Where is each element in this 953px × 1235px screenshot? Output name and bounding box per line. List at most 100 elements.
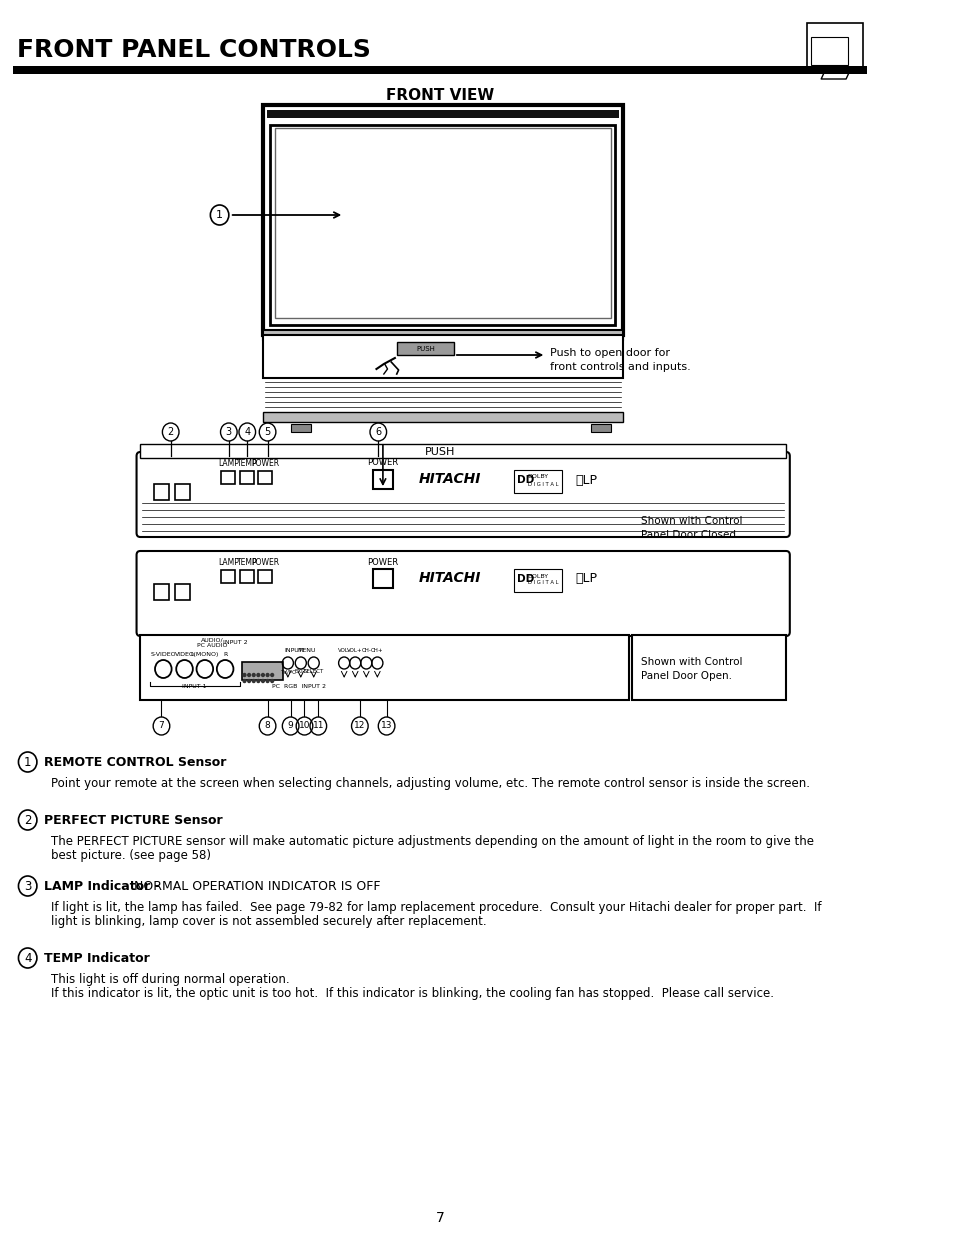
Bar — [258, 571, 272, 583]
Text: NORMAL OPERATION INDICATOR IS OFF: NORMAL OPERATION INDICATOR IS OFF — [130, 879, 380, 893]
Text: Shown with Control
Panel Door Open.: Shown with Control Panel Door Open. — [640, 657, 742, 680]
Text: ⓓLP: ⓓLP — [576, 573, 598, 585]
Bar — [263, 412, 622, 422]
Text: best picture. (see page 58): best picture. (see page 58) — [51, 848, 211, 862]
Bar — [221, 571, 235, 583]
Bar — [239, 571, 253, 583]
Text: 8: 8 — [264, 721, 270, 730]
Text: CH+: CH+ — [371, 648, 383, 653]
Text: 9: 9 — [288, 721, 294, 730]
Text: Push to open door for
front controls and inputs.: Push to open door for front controls and… — [549, 348, 690, 372]
Text: LAMP: LAMP — [218, 459, 239, 468]
Text: SELECT: SELECT — [303, 669, 323, 674]
Bar — [263, 335, 622, 378]
Text: 1: 1 — [24, 756, 31, 768]
Circle shape — [248, 673, 251, 677]
Text: This light is off during normal operation.: This light is off during normal operatio… — [51, 973, 289, 986]
Circle shape — [266, 679, 269, 683]
Text: FRONT PANEL CONTROLS: FRONT PANEL CONTROLS — [16, 38, 370, 62]
Bar — [221, 471, 235, 484]
Text: DOLBY: DOLBY — [527, 573, 548, 578]
Text: L(MONO): L(MONO) — [191, 652, 219, 657]
Text: light is blinking, lamp cover is not assembled securely after replacement.: light is blinking, lamp cover is not ass… — [51, 915, 486, 927]
Text: CH-: CH- — [361, 648, 371, 653]
Bar — [590, 424, 610, 432]
Text: EXIT: EXIT — [294, 669, 307, 674]
Bar — [270, 125, 615, 325]
Text: POWER: POWER — [367, 458, 398, 467]
Text: Point your remote at the screen when selecting channels, adjusting volume, etc. : Point your remote at the screen when sel… — [51, 777, 809, 790]
Bar — [154, 484, 169, 500]
Text: POWER: POWER — [252, 459, 279, 468]
Bar — [810, 37, 847, 65]
Text: VOL+: VOL+ — [347, 648, 363, 653]
Bar — [373, 569, 393, 588]
Bar — [154, 584, 169, 600]
Text: 4: 4 — [24, 951, 31, 965]
Text: DD: DD — [517, 574, 534, 584]
Bar — [140, 635, 629, 700]
Text: 4: 4 — [244, 427, 250, 437]
Circle shape — [243, 673, 246, 677]
Text: S-VIDEO: S-VIDEO — [151, 652, 176, 657]
Text: If light is lit, the lamp has failed.  See page 79-82 for lamp replacement proce: If light is lit, the lamp has failed. Se… — [51, 902, 821, 914]
Text: INPUT: INPUT — [284, 648, 302, 653]
Text: 6: 6 — [375, 427, 381, 437]
Circle shape — [243, 679, 246, 683]
Circle shape — [266, 673, 269, 677]
Bar — [239, 471, 253, 484]
Circle shape — [271, 673, 274, 677]
Text: LAMP: LAMP — [218, 558, 239, 567]
Bar — [396, 342, 454, 354]
Text: POWER: POWER — [252, 558, 279, 567]
Text: Shown with Control
Panel Door Closed.: Shown with Control Panel Door Closed. — [640, 516, 742, 540]
Text: The PERFECT PICTURE sensor will make automatic picture adjustments depending on : The PERFECT PICTURE sensor will make aut… — [51, 835, 813, 848]
Circle shape — [271, 679, 274, 683]
Text: 2: 2 — [168, 427, 173, 437]
Bar — [263, 330, 622, 340]
Text: If this indicator is lit, the optic unit is too hot.  If this indicator is blink: If this indicator is lit, the optic unit… — [51, 987, 773, 1000]
Bar — [13, 65, 866, 74]
Bar — [175, 584, 190, 600]
Text: REMOTE CONTROL Sensor: REMOTE CONTROL Sensor — [44, 756, 227, 768]
Bar — [175, 484, 190, 500]
Text: 3: 3 — [226, 427, 232, 437]
Text: VIDEO: VIDEO — [174, 652, 194, 657]
Bar — [258, 471, 272, 484]
FancyBboxPatch shape — [136, 551, 789, 636]
Bar — [373, 471, 393, 489]
Circle shape — [261, 673, 264, 677]
Text: D I G I T A L: D I G I T A L — [527, 482, 558, 487]
Text: 3: 3 — [24, 879, 31, 893]
Text: TV/PC: TV/PC — [279, 669, 295, 674]
Text: TEMP: TEMP — [236, 459, 257, 468]
FancyBboxPatch shape — [136, 452, 789, 537]
Text: TEMP: TEMP — [236, 558, 257, 567]
Text: INPUT 1: INPUT 1 — [181, 684, 206, 689]
Text: 12: 12 — [354, 721, 365, 730]
Text: AUDIO/: AUDIO/ — [201, 638, 223, 643]
Bar — [263, 105, 622, 335]
Circle shape — [256, 673, 259, 677]
Bar — [514, 569, 561, 592]
Circle shape — [253, 679, 254, 683]
Text: DOLBY: DOLBY — [527, 474, 548, 479]
Text: MENU: MENU — [296, 648, 315, 653]
Text: PC  RGB  INPUT 2: PC RGB INPUT 2 — [272, 684, 326, 689]
Circle shape — [256, 679, 259, 683]
Text: 10: 10 — [298, 721, 310, 730]
Text: LAMP Indicator -: LAMP Indicator - — [44, 879, 160, 893]
Text: HITACHI: HITACHI — [418, 472, 481, 487]
Bar — [514, 471, 561, 493]
Bar — [274, 128, 610, 317]
Text: 1: 1 — [216, 210, 223, 220]
Bar — [806, 23, 862, 73]
Text: TEMP Indicator: TEMP Indicator — [44, 951, 150, 965]
Text: FRONT VIEW: FRONT VIEW — [386, 88, 494, 103]
Text: 2: 2 — [24, 814, 31, 826]
Text: 11: 11 — [313, 721, 324, 730]
Text: PUSH: PUSH — [416, 346, 435, 352]
Text: VOL-: VOL- — [337, 648, 350, 653]
Bar — [140, 445, 785, 458]
Text: 7: 7 — [436, 1212, 444, 1225]
